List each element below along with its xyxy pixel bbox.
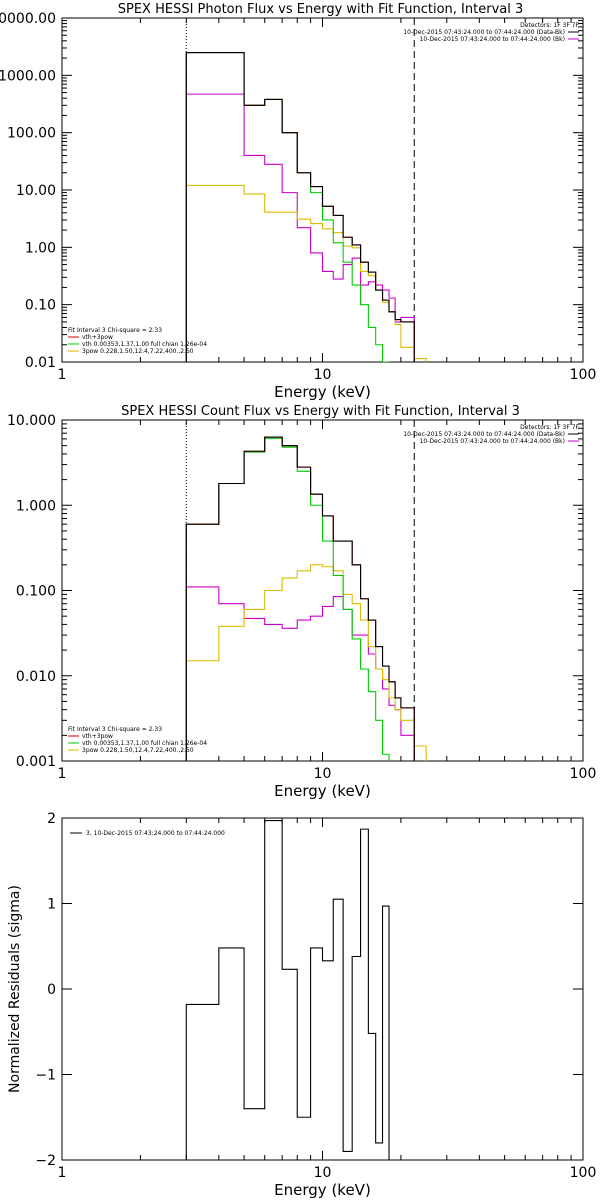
series-3pow-line bbox=[185, 184, 427, 362]
y-tick-label: 10.000 bbox=[7, 413, 56, 429]
series-vth-line bbox=[185, 437, 390, 761]
series-total-line bbox=[185, 820, 390, 1160]
x-axis-label: Energy (keV) bbox=[274, 782, 371, 800]
series-pow-line bbox=[185, 93, 415, 362]
legend-entry: 10-Dec-2015 07:43:24.000 to 07:44:24.000… bbox=[420, 36, 565, 43]
series-3pow-line bbox=[185, 564, 427, 761]
y-tick-label: 100.00 bbox=[7, 126, 56, 142]
y-tick-label: 0.01 bbox=[25, 355, 56, 371]
y-tick-label: 0.010 bbox=[16, 669, 56, 685]
y-tick-label: −2 bbox=[35, 1153, 56, 1169]
x-axis-label: Energy (keV) bbox=[274, 383, 371, 401]
photon-flux-panel: 1 10 100 Energy (keV) 0000.00 1000.00 100.00 10… bbox=[0, 2, 596, 401]
x-tick-label: 100 bbox=[570, 367, 597, 383]
legend-entry: 3pow 0.228,1.50,12.4,7.22,400.,2.50 bbox=[82, 348, 194, 355]
x-axis-label: Energy (keV) bbox=[274, 1181, 371, 1199]
y-tick-label: 10.00 bbox=[16, 183, 56, 199]
x-tick-label: 10 bbox=[314, 1165, 332, 1181]
y-tick-label: 0.100 bbox=[16, 584, 56, 600]
legend-entry: Fit Interval 3 Chi-square = 2.33 bbox=[68, 726, 162, 733]
legend-entry: Detectors: 1F 3F 7F bbox=[520, 424, 579, 431]
x-tick-label: 1 bbox=[58, 1165, 67, 1181]
legend-entry: 10-Dec-2015 07:43:24.000 to 07:44:24.000… bbox=[403, 29, 565, 36]
legend-entry: 10-Dec-2015 07:43:24.000 to 07:44:24.000… bbox=[420, 438, 565, 445]
y-tick-label: 0.001 bbox=[16, 754, 56, 770]
y-tick-label: 1 bbox=[47, 897, 56, 913]
chart-title: SPEX HESSI Photon Flux vs Energy with Fi… bbox=[118, 2, 524, 17]
legend-entry: vth+3pow bbox=[82, 733, 113, 740]
y-tick-label: 0000.00 bbox=[0, 11, 56, 27]
plot-frame bbox=[61, 419, 584, 762]
count-flux-panel: 1 10 100 Energy (keV) 10.000 1.000 0.100 0.010 0… bbox=[7, 404, 596, 800]
x-tick-label: 1 bbox=[58, 766, 67, 782]
y-tick-label: 2 bbox=[47, 811, 56, 827]
legend-entry: Fit Interval 3 Chi-square = 2.33 bbox=[68, 327, 162, 334]
series-vth-line bbox=[185, 51, 390, 362]
y-tick-label: −1 bbox=[35, 1068, 56, 1084]
legend-entry: 10-Dec-2015 07:43:24.000 to 07:44:24.000… bbox=[403, 431, 565, 438]
y-tick-label: 0.10 bbox=[25, 298, 56, 314]
x-tick-label: 1 bbox=[58, 367, 67, 383]
x-tick-label: 100 bbox=[570, 1165, 597, 1181]
legend-entry: vth+3pow bbox=[82, 334, 113, 341]
legend-entry: 3pow 0.228,1.50,12.4,7.22,400.,2.50 bbox=[82, 747, 194, 754]
x-tick-label: 10 bbox=[314, 766, 332, 782]
legend-entry: Detectors: 1F 3F 7F bbox=[520, 22, 579, 29]
legend-entry: vth 0.00353,1.37,1.00 full chian 1.26e-0… bbox=[82, 740, 207, 747]
legend-entry: vth 0.00353,1.37,1.00 full chian 1.26e-0… bbox=[82, 341, 207, 348]
y-tick-label: 1.000 bbox=[16, 498, 56, 514]
y-axis-label: Normalized Residuals (sigma) bbox=[7, 885, 23, 1093]
y-tick-label: 0 bbox=[47, 982, 56, 998]
y-tick-label: 1.00 bbox=[25, 240, 56, 256]
series-vth-3pow-line bbox=[185, 436, 415, 761]
series-total-line bbox=[185, 436, 415, 761]
series-pow-line bbox=[185, 586, 415, 761]
series-total-line bbox=[185, 51, 415, 362]
y-tick-label: 1000.00 bbox=[0, 68, 56, 84]
chart-title: SPEX HESSI Count Flux vs Energy with Fit… bbox=[121, 404, 520, 419]
x-tick-label: 10 bbox=[314, 367, 332, 383]
series-vth-3pow-line bbox=[185, 51, 415, 362]
plot-frame bbox=[61, 817, 584, 1161]
x-tick-label: 100 bbox=[570, 766, 597, 782]
legend-entry: 3, 10-Dec-2015 07:43:24.000 to 07:44:24.… bbox=[86, 830, 225, 837]
